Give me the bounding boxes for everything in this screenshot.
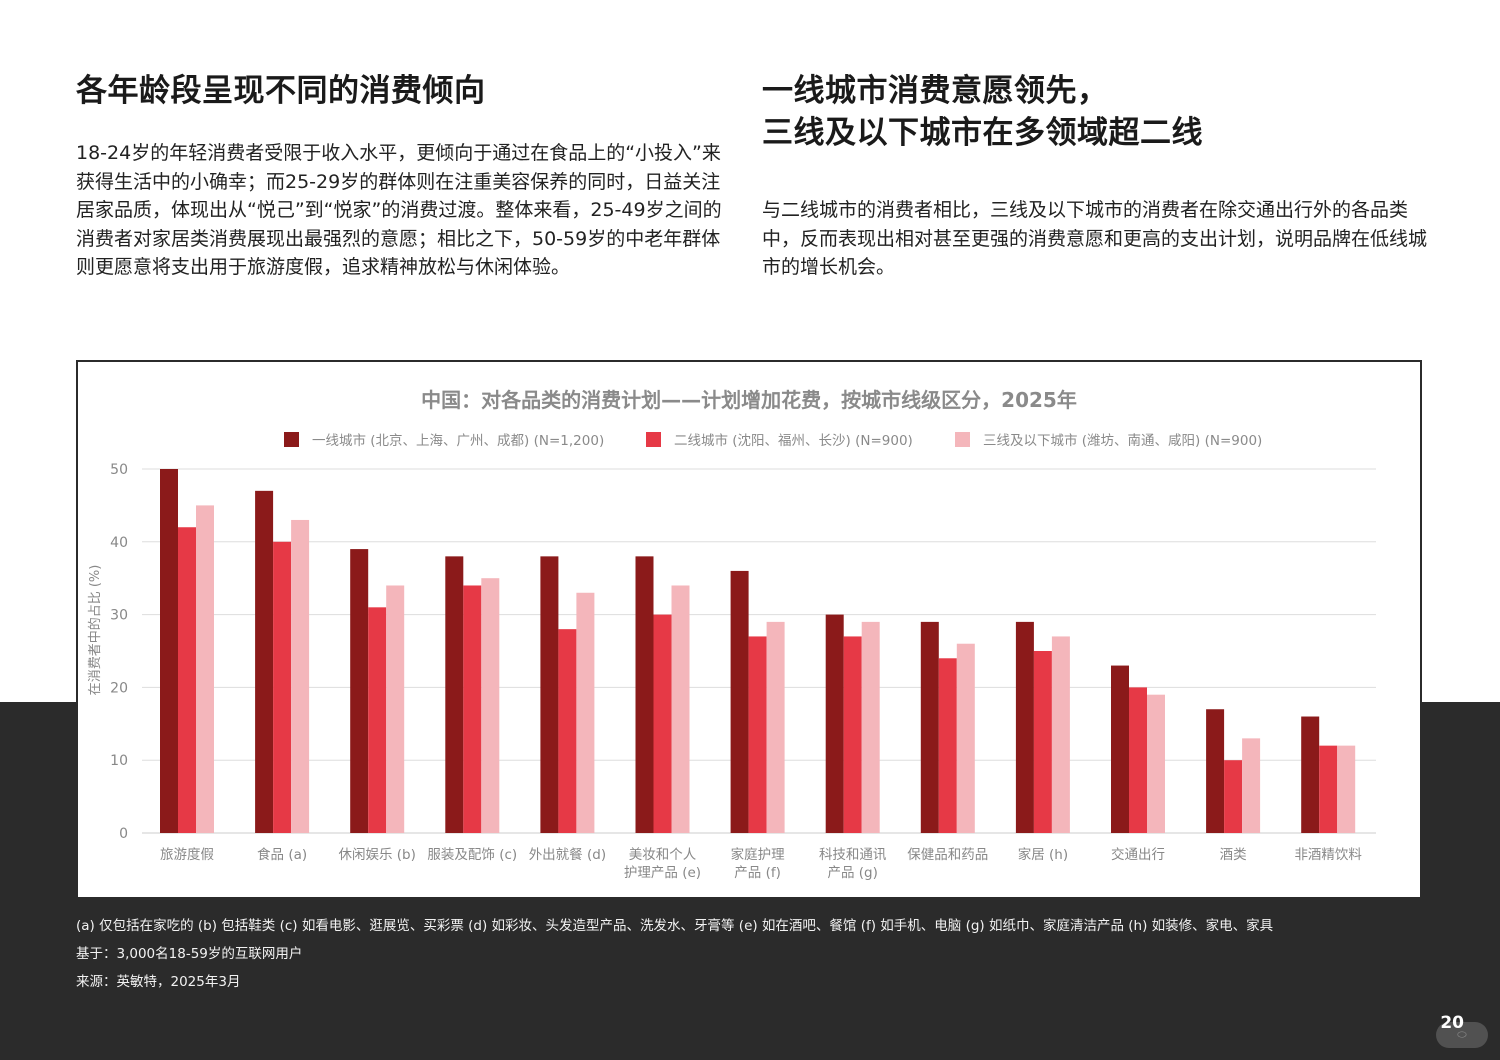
bar-1-7 <box>730 570 749 833</box>
x-tick-label: 护理产品 (e) <box>624 865 701 881</box>
watermark-icon: ⬭ <box>1436 1022 1488 1048</box>
bar-3-12 <box>1242 738 1261 833</box>
y-tick-label: 20 <box>110 680 128 696</box>
footnote-source: 来源：英敏特，2025年3月 <box>76 974 241 990</box>
bar-2-11 <box>1129 687 1147 833</box>
bar-3-5 <box>576 592 595 833</box>
legend-swatch-2 <box>646 432 661 447</box>
x-tick-label: 外出就餐 (d) <box>529 847 606 863</box>
bar-3-1 <box>196 505 214 833</box>
x-tick-label: 科技和通讯 <box>819 847 887 863</box>
bar-2-2 <box>273 541 292 833</box>
legend-swatch-1 <box>284 432 299 447</box>
y-tick-label: 40 <box>110 535 128 551</box>
bar-1-2 <box>255 490 274 833</box>
bar-1-3 <box>350 549 369 833</box>
bar-3-8 <box>861 621 880 833</box>
right-body-text: 与二线城市的消费者相比，三线及以下城市的消费者在除交通出行外的各品类中，反而表现… <box>762 199 1428 279</box>
bar-3-6 <box>671 585 690 833</box>
bar-1-12 <box>1206 709 1225 833</box>
left-text-column: 各年龄段呈现不同的消费倾向 18-24岁的年轻消费者受限于收入水平，更倾向于通过… <box>76 70 736 282</box>
left-heading: 各年龄段呈现不同的消费倾向 <box>76 73 486 109</box>
bar-1-9 <box>920 621 939 833</box>
x-tick-label: 食品 (a) <box>257 846 307 863</box>
x-tick-label: 保健品和药品 <box>907 847 988 863</box>
x-tick-label: 非酒精饮料 <box>1294 847 1362 863</box>
footnotes: (a) 仅包括在家吃的 (b) 包括鞋类 (c) 如看电影、逛展览、买彩票 (d… <box>76 912 1416 996</box>
y-tick-label: 10 <box>110 753 128 769</box>
bar-3-10 <box>1051 636 1070 833</box>
legend-label-1: 一线城市 (北京、上海、广州、成都) (N=1,200) <box>312 432 604 449</box>
bar-2-6 <box>653 614 672 833</box>
bar-3-9 <box>956 643 975 833</box>
page-number: 20 <box>1440 1013 1464 1033</box>
bar-3-13 <box>1337 745 1356 833</box>
bar-2-13 <box>1319 745 1338 833</box>
x-tick-label: 休闲娱乐 (b) <box>338 847 415 863</box>
bar-2-3 <box>368 607 387 833</box>
footnote-base: 基于：3,000名18-59岁的互联网用户 <box>76 946 303 962</box>
right-text-column: 一线城市消费意愿领先， 三线及以下城市在多领域超二线 与二线城市的消费者相比，三… <box>762 70 1432 282</box>
chart-title: 中国：对各品类的消费计划——计划增加花费，按城市线级区分，2025年 <box>421 388 1077 412</box>
x-tick-label: 旅游度假 <box>160 847 214 863</box>
left-body-text: 18-24岁的年轻消费者受限于收入水平，更倾向于通过在食品上的“小投入”来获得生… <box>76 142 722 279</box>
y-tick-label: 0 <box>119 826 128 842</box>
x-tick-label: 美妆和个人 <box>629 847 697 863</box>
x-tick-label: 酒类 <box>1220 847 1247 863</box>
y-axis-label: 在消费者中的占比 (%) <box>87 565 103 696</box>
bar-1-8 <box>825 614 844 833</box>
right-heading: 一线城市消费意愿领先， 三线及以下城市在多领域超二线 <box>762 70 1432 154</box>
x-tick-label: 家庭护理 <box>731 846 785 863</box>
bar-3-4 <box>481 578 500 833</box>
bar-2-8 <box>843 636 862 833</box>
bar-2-7 <box>748 636 767 833</box>
bar-3-2 <box>291 519 310 833</box>
bar-1-11 <box>1111 665 1129 833</box>
x-tick-label: 家居 (h) <box>1018 846 1068 863</box>
bar-1-5 <box>540 556 559 833</box>
footnote-definitions: (a) 仅包括在家吃的 (b) 包括鞋类 (c) 如看电影、逛展览、买彩票 (d… <box>76 918 1274 934</box>
legend-label-3: 三线及以下城市 (潍坊、南通、咸阳) (N=900) <box>983 432 1262 449</box>
bar-3-11 <box>1147 694 1165 833</box>
chart-bars <box>160 469 1356 833</box>
bar-2-4 <box>463 585 482 833</box>
right-heading-line2: 三线及以下城市在多领域超二线 <box>762 115 1203 151</box>
x-tick-label: 产品 (g) <box>827 865 877 881</box>
y-tick-label: 50 <box>110 462 128 478</box>
bar-1-13 <box>1301 716 1320 833</box>
bar-1-10 <box>1015 621 1034 833</box>
bar-1-6 <box>635 556 654 833</box>
x-tick-label: 交通出行 <box>1111 846 1165 863</box>
bar-2-5 <box>558 629 577 833</box>
bar-1-4 <box>445 556 464 833</box>
legend-swatch-3 <box>955 432 970 447</box>
y-tick-label: 30 <box>110 608 128 624</box>
right-heading-line1: 一线城市消费意愿领先， <box>762 73 1109 109</box>
bar-2-1 <box>178 527 196 833</box>
bar-2-12 <box>1224 760 1243 833</box>
bar-1-1 <box>160 469 178 833</box>
bar-3-7 <box>766 621 785 833</box>
legend-label-2: 二线城市 (沈阳、福州、长沙) (N=900) <box>674 432 913 449</box>
bar-2-10 <box>1033 651 1052 833</box>
x-tick-label: 产品 (f) <box>734 865 781 881</box>
x-tick-label: 服装及配饰 (c) <box>427 847 517 863</box>
chart-panel: 中国：对各品类的消费计划——计划增加花费，按城市线级区分，2025年一线城市 (… <box>76 360 1422 899</box>
bar-2-9 <box>938 658 957 833</box>
bar-3-3 <box>386 585 405 833</box>
